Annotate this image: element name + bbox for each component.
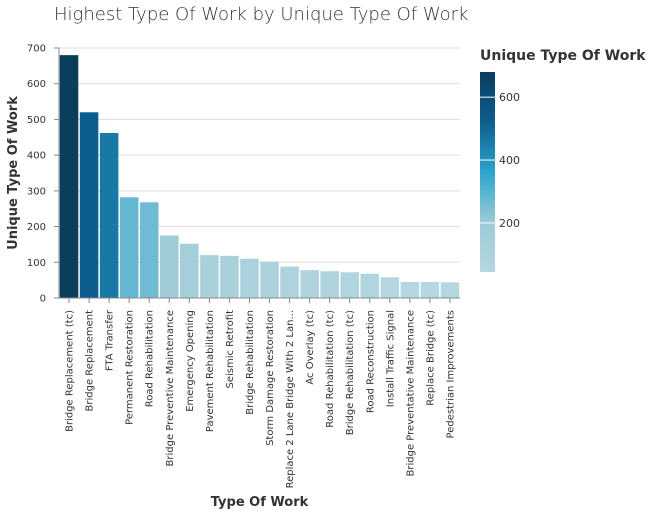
y-tick-label: 300: [27, 186, 46, 197]
x-tick-label: Bridge Preventive Maintenance: [165, 310, 176, 466]
x-tick-label: Seismic Retrofit: [225, 310, 236, 389]
bar: [320, 271, 339, 298]
x-tick-label: FTA Transfer: [105, 309, 116, 371]
grid-lines: [59, 47, 460, 299]
y-tick-label: 600: [27, 79, 46, 90]
bar: [240, 258, 259, 298]
bar: [440, 282, 460, 298]
x-tick-label: Bridge Rehabilitation (tc): [345, 310, 356, 435]
x-tick-label: Bridge Rehabilitation: [245, 310, 256, 415]
legend-color-ramp: [480, 72, 495, 272]
bar: [300, 270, 319, 298]
x-axis: Bridge Replacement (tc) Bridge Replacemen…: [59, 297, 460, 488]
y-axis-title: Unique Type Of Work: [6, 96, 21, 250]
bar: [119, 197, 139, 298]
bar: [200, 255, 219, 298]
x-tick-label: Bridge Replacement (tc): [65, 310, 76, 432]
bar: [59, 55, 79, 299]
x-tick-label: Pavement Rehabilitation: [205, 310, 216, 432]
bar: [79, 112, 99, 299]
bar: [340, 272, 359, 298]
legend-tick-label: 400: [499, 154, 520, 167]
x-axis-title: Type Of Work: [211, 495, 309, 510]
x-tick-label: Road Rehabilitation (tc): [325, 310, 336, 428]
bar: [160, 235, 179, 298]
y-tick-label: 100: [27, 258, 46, 269]
chart-title: Highest Type Of Work by Unique Type Of W…: [54, 4, 468, 25]
x-tick-label: Ac Overlay (tc): [305, 310, 316, 385]
legend-tick-label: 600: [499, 91, 520, 104]
x-tick-label: Emergency Opening: [185, 310, 196, 412]
bar: [280, 266, 299, 298]
bar: [380, 277, 400, 298]
bar: [260, 261, 279, 298]
legend-tick-label: 200: [499, 217, 520, 230]
y-tick-label: 500: [27, 115, 46, 126]
x-tick-label: Road Rehabilitation: [145, 310, 156, 407]
bar: [180, 243, 199, 298]
x-tick-label: Bridge Preventative Maintenance: [405, 310, 416, 476]
color-legend: Unique Type Of Work 200 400 600: [480, 48, 646, 272]
x-tick-label: Bridge Replacement: [85, 310, 96, 412]
y-tick-label: 0: [40, 294, 46, 305]
x-tick-label: Replace 2 Lane Bridge With 2 Lan...: [285, 310, 296, 488]
bar: [139, 202, 159, 298]
y-tick-label: 200: [27, 222, 46, 233]
bars: [59, 55, 460, 299]
y-axis: 0 100 200 300 400 500 600 700: [27, 44, 60, 305]
bar: [420, 281, 440, 298]
x-tick-label: Permanent Restoration: [125, 310, 136, 425]
x-tick-label: Install Traffic Signal: [385, 310, 396, 407]
y-tick-label: 700: [27, 44, 46, 55]
bar: [360, 273, 380, 298]
x-tick-label: Pedestrian Improvements: [445, 310, 456, 438]
x-tick-label: Replace Bridge (tc): [425, 310, 436, 406]
y-tick-label: 400: [27, 151, 46, 162]
bar: [220, 255, 239, 298]
x-tick-label: Road Reconstruction: [365, 310, 376, 413]
legend-ticks: 200 400 600: [480, 91, 520, 230]
bar: [99, 133, 119, 298]
x-tick-label: Storm Damage Restoration: [265, 310, 276, 446]
legend-title: Unique Type Of Work: [480, 48, 646, 64]
bar: [400, 281, 420, 298]
